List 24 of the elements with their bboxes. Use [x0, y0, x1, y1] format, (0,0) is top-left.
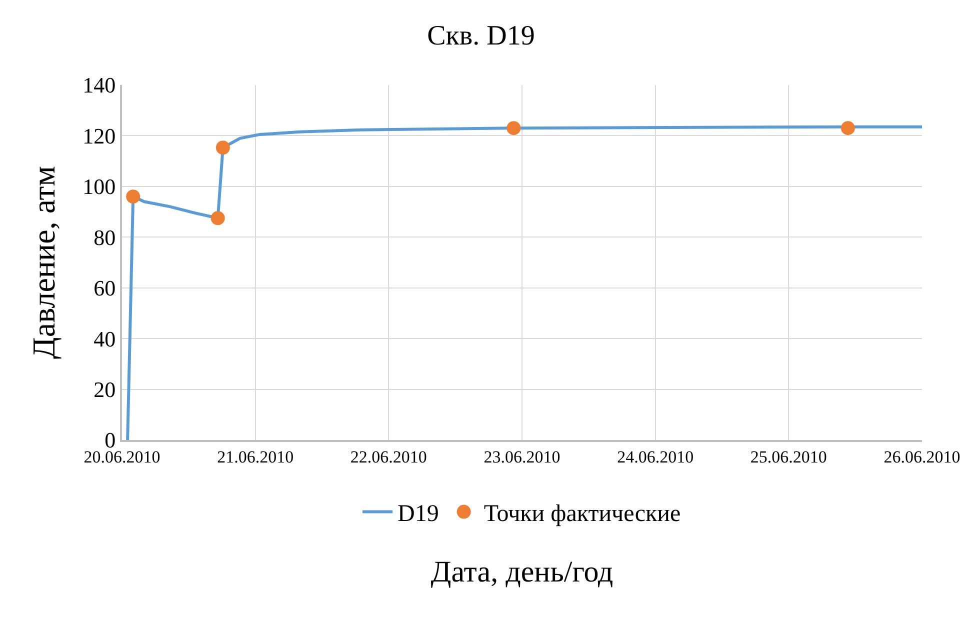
point: [506, 121, 521, 136]
y-tick-label: 140: [82, 72, 116, 98]
y-tick-label: 40: [94, 326, 116, 352]
y-tick-label: 20: [94, 376, 116, 402]
y-tick-label: 120: [82, 123, 116, 148]
x-tick-label: 21.06.2010: [217, 447, 294, 466]
x-tick-label: 25.06.2010: [750, 447, 827, 466]
x-tick-label: 24.06.2010: [617, 447, 694, 466]
x-tick-label: 22.06.2010: [350, 447, 427, 466]
y-axis-title: Давление, атм: [25, 166, 62, 359]
point: [126, 190, 140, 204]
x-tick-label: 26.06.2010: [884, 447, 960, 466]
y-tick-label: 100: [82, 174, 116, 200]
x-tick-label: 20.06.2010: [84, 447, 160, 466]
legend-label: Точки фактические: [484, 501, 681, 528]
chart-title: Скв. D19: [427, 20, 535, 52]
point: [216, 140, 230, 155]
point: [210, 211, 225, 226]
legend-label: D19: [398, 501, 439, 528]
x-axis-title: Дата, день/год: [430, 555, 614, 588]
y-tick-label: 80: [94, 224, 116, 250]
point: [840, 121, 855, 136]
x-tick-label: 23.06.2010: [484, 447, 560, 466]
y-tick-label: 60: [94, 276, 116, 301]
